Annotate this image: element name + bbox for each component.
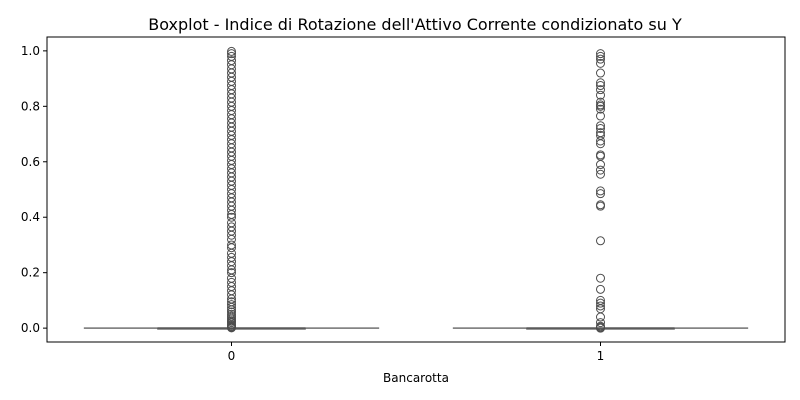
outlier-point bbox=[596, 128, 605, 138]
outlier-point bbox=[596, 150, 605, 160]
outlier-point bbox=[596, 85, 605, 95]
outlier-point bbox=[596, 90, 605, 100]
outlier-point bbox=[596, 124, 605, 133]
outlier-point bbox=[596, 318, 605, 328]
outlier-point bbox=[596, 97, 605, 107]
outlier-point bbox=[227, 307, 236, 317]
outlier-point bbox=[596, 186, 605, 196]
x-tick-label: 0 bbox=[228, 349, 236, 363]
outlier-point bbox=[596, 51, 605, 61]
outlier-point bbox=[596, 49, 605, 59]
y-tick-label: 0.4 bbox=[21, 210, 40, 224]
outlier-point bbox=[227, 309, 236, 319]
outlier-point bbox=[596, 295, 605, 305]
outlier-point bbox=[596, 312, 605, 322]
outlier-point bbox=[227, 268, 236, 278]
outlier-point bbox=[596, 169, 605, 179]
outlier-point bbox=[596, 165, 605, 175]
box-group-1 bbox=[452, 49, 749, 333]
chart-title: Boxplot - Indice di Rotazione dell'Attiv… bbox=[148, 15, 682, 34]
outlier-point bbox=[596, 160, 605, 170]
outlier-point bbox=[596, 284, 605, 294]
outlier-point bbox=[596, 68, 605, 78]
outlier-point bbox=[596, 111, 605, 121]
outlier-point bbox=[227, 240, 236, 250]
outlier-point bbox=[596, 54, 605, 64]
outlier-point bbox=[227, 297, 236, 307]
outlier-point bbox=[596, 78, 605, 88]
outlier-point bbox=[596, 81, 605, 91]
outlier-point bbox=[596, 58, 605, 68]
outlier-point bbox=[596, 301, 605, 311]
plot-frame bbox=[46, 36, 786, 343]
outlier-point bbox=[227, 51, 236, 61]
outlier-point bbox=[596, 100, 605, 110]
y-axis: 0.0 0.2 0.4 0.6 0.8 1.0 bbox=[21, 44, 47, 335]
y-tick-label: 0.8 bbox=[21, 99, 40, 113]
outlier-point bbox=[227, 46, 236, 56]
box-group-0 bbox=[83, 46, 380, 333]
outlier-point bbox=[596, 273, 605, 283]
x-tick-label: 1 bbox=[597, 349, 605, 363]
outlier-point bbox=[227, 300, 236, 310]
y-tick-label: 0.6 bbox=[21, 155, 40, 169]
outlier-point bbox=[596, 104, 605, 114]
outlier-point bbox=[596, 121, 605, 131]
y-tick-label: 0.2 bbox=[21, 266, 40, 280]
boxes bbox=[83, 46, 749, 333]
outlier-point bbox=[227, 212, 236, 222]
outlier-point bbox=[227, 277, 236, 287]
outlier-point bbox=[596, 236, 605, 246]
x-axis-label: Bancarotta bbox=[383, 371, 449, 385]
outlier-point bbox=[596, 130, 605, 140]
outlier-point bbox=[227, 49, 236, 59]
y-tick-label: 1.0 bbox=[21, 44, 40, 58]
outlier-point bbox=[596, 189, 605, 199]
outlier-point bbox=[596, 321, 605, 331]
outlier-point bbox=[227, 252, 236, 262]
y-tick-label: 0.0 bbox=[21, 321, 40, 335]
outlier-point bbox=[596, 298, 605, 308]
outlier-point bbox=[227, 56, 236, 66]
outlier-point bbox=[596, 200, 605, 210]
outlier-point bbox=[227, 222, 236, 232]
